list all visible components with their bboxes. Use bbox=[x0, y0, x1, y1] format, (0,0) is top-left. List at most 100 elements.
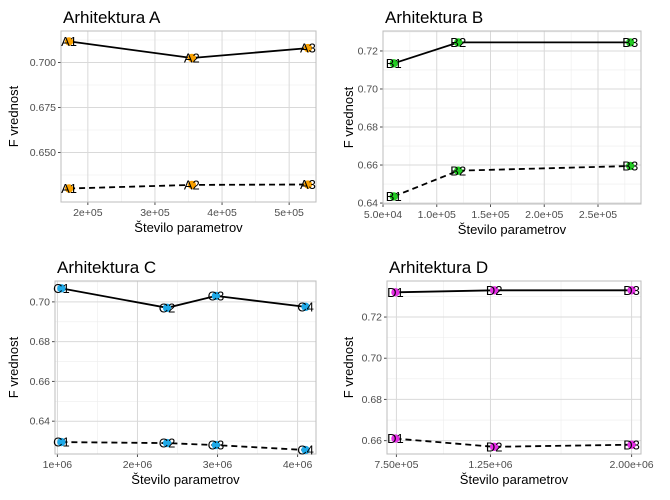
x-tick-label: 3e+05 bbox=[140, 207, 170, 219]
chart-title: Arhitektura A bbox=[63, 8, 161, 27]
x-tick-label: 4e+05 bbox=[207, 207, 237, 219]
point-label-b3: B3 bbox=[622, 159, 638, 174]
point-label-d3: D3 bbox=[623, 283, 640, 298]
data-point-b2 bbox=[454, 166, 463, 175]
y-axis-title: F vrednost bbox=[6, 336, 21, 398]
y-tick-label: 0.66 bbox=[30, 376, 51, 388]
x-tick-label: 2e+05 bbox=[73, 207, 103, 219]
y-tick-label: 0.700 bbox=[30, 57, 56, 69]
point-label-c3: C3 bbox=[208, 289, 225, 304]
chart-panel-b: Arhitektura B 0.64 0.66 0.68 0.70 0.72 5.0e+04… bbox=[341, 8, 642, 237]
series-line-solid bbox=[393, 41, 631, 65]
point-label-d2: D2 bbox=[486, 283, 503, 298]
x-tick-label: 5.0e+04 bbox=[364, 209, 402, 221]
chart-panel-d: Arhitektura D 0.66 0.68 0.70 0.72 7.50e+05 1.2… bbox=[341, 258, 654, 487]
y-tick-label: 0.650 bbox=[30, 147, 56, 159]
plot-frame bbox=[382, 30, 642, 205]
x-tick-label: 5e+05 bbox=[274, 207, 304, 219]
point-label-d3: D3 bbox=[623, 437, 640, 452]
y-tick-label: 0.64 bbox=[358, 198, 379, 210]
data-point-c1 bbox=[57, 437, 66, 447]
data-point-c4 bbox=[301, 302, 310, 312]
y-tick-label: 0.72 bbox=[358, 45, 379, 57]
point-label-c1: C1 bbox=[53, 435, 70, 450]
point-label-c2: C2 bbox=[159, 436, 176, 451]
x-axis-title: Število parametrov bbox=[460, 472, 569, 487]
data-point-b1 bbox=[389, 192, 398, 201]
data-point-c3 bbox=[211, 440, 221, 450]
point-label-b1: B1 bbox=[386, 189, 402, 204]
point-label-a2: A2 bbox=[184, 178, 200, 193]
data-point-a2 bbox=[187, 180, 197, 190]
data-point-c3 bbox=[211, 291, 221, 301]
chart-title: Arhitektura C bbox=[57, 258, 156, 277]
series-line-dashed bbox=[393, 165, 631, 198]
point-label-c1: C1 bbox=[53, 281, 70, 296]
data-point-c2 bbox=[162, 303, 172, 313]
data-point-d1 bbox=[391, 434, 400, 443]
data-point-a1 bbox=[64, 184, 74, 193]
x-tick-label: 2.00e+06 bbox=[610, 459, 654, 471]
data-point-a3 bbox=[303, 43, 313, 53]
point-label-b2: B2 bbox=[450, 35, 466, 50]
x-axis-title: Število parametrov bbox=[131, 472, 240, 487]
data-point-b3 bbox=[626, 161, 635, 171]
data-point-a1 bbox=[64, 37, 74, 46]
point-label-a2: A2 bbox=[184, 51, 200, 66]
y-tick-label: 0.68 bbox=[362, 394, 383, 406]
chart-panel-c: Arhitektura C 0.64 0.66 0.68 0.70 1e+06 2e+06 3… bbox=[6, 258, 317, 487]
data-point-c2 bbox=[162, 438, 172, 448]
point-label-d2: D2 bbox=[486, 439, 503, 454]
point-label-c2: C2 bbox=[159, 300, 176, 315]
point-label-c4: C4 bbox=[297, 443, 314, 458]
data-point-c4 bbox=[301, 445, 310, 455]
chart-title: Arhitektura D bbox=[389, 258, 488, 277]
point-label-d1: D1 bbox=[387, 285, 404, 300]
point-label-b3: B3 bbox=[622, 35, 638, 50]
point-label-a3: A3 bbox=[300, 41, 316, 56]
x-tick-label: 4e+06 bbox=[283, 459, 313, 471]
series-line-solid bbox=[61, 287, 306, 309]
point-label-c3: C3 bbox=[208, 438, 225, 453]
point-label-b1: B1 bbox=[386, 56, 402, 71]
x-tick-label: 7.50e+05 bbox=[374, 459, 418, 471]
x-tick-label: 1e+06 bbox=[43, 459, 73, 471]
x-axis-title: Število parametrov bbox=[134, 220, 243, 235]
y-axis-title: F vrednost bbox=[341, 86, 356, 148]
data-point-d3 bbox=[627, 286, 636, 295]
data-point-b1 bbox=[389, 59, 398, 68]
y-axis-title: F vrednost bbox=[6, 85, 21, 147]
y-axis-title: F vrednost bbox=[341, 336, 356, 398]
chart-panel-a: Arhitektura A 0.650 0.675 0.700 2e+05 3e+05 4e… bbox=[6, 8, 317, 235]
y-tick-label: 0.675 bbox=[30, 102, 56, 114]
plot-frame bbox=[54, 280, 317, 455]
series-line-solid bbox=[395, 289, 632, 294]
data-point-b2 bbox=[454, 38, 463, 47]
plot-frame bbox=[60, 30, 317, 203]
data-point-d1 bbox=[391, 288, 400, 297]
point-label-a1: A1 bbox=[61, 181, 77, 196]
x-tick-label: 1.5e+05 bbox=[471, 209, 509, 221]
y-tick-label: 0.70 bbox=[362, 353, 383, 365]
x-axis-title: Število parametrov bbox=[458, 222, 567, 237]
point-label-a1: A1 bbox=[61, 34, 77, 49]
series-line-dashed bbox=[395, 437, 632, 448]
data-point-d2 bbox=[490, 442, 499, 451]
y-tick-label: 0.66 bbox=[362, 435, 383, 447]
y-tick-label: 0.70 bbox=[30, 296, 51, 308]
data-point-b3 bbox=[626, 38, 635, 47]
data-point-d2 bbox=[490, 286, 499, 295]
x-tick-label: 3e+06 bbox=[203, 459, 233, 471]
plot-frame bbox=[386, 280, 642, 455]
y-tick-label: 0.72 bbox=[362, 312, 383, 324]
y-tick-label: 0.66 bbox=[358, 160, 379, 172]
y-tick-label: 0.68 bbox=[30, 336, 51, 348]
x-tick-label: 2e+06 bbox=[123, 459, 153, 471]
x-tick-label: 2.5e+05 bbox=[579, 209, 617, 221]
point-label-b2: B2 bbox=[450, 163, 466, 178]
series-line-dashed bbox=[61, 441, 306, 451]
data-point-d3 bbox=[627, 440, 636, 449]
x-tick-label: 1.25e+06 bbox=[468, 459, 512, 471]
y-tick-label: 0.70 bbox=[358, 83, 379, 95]
